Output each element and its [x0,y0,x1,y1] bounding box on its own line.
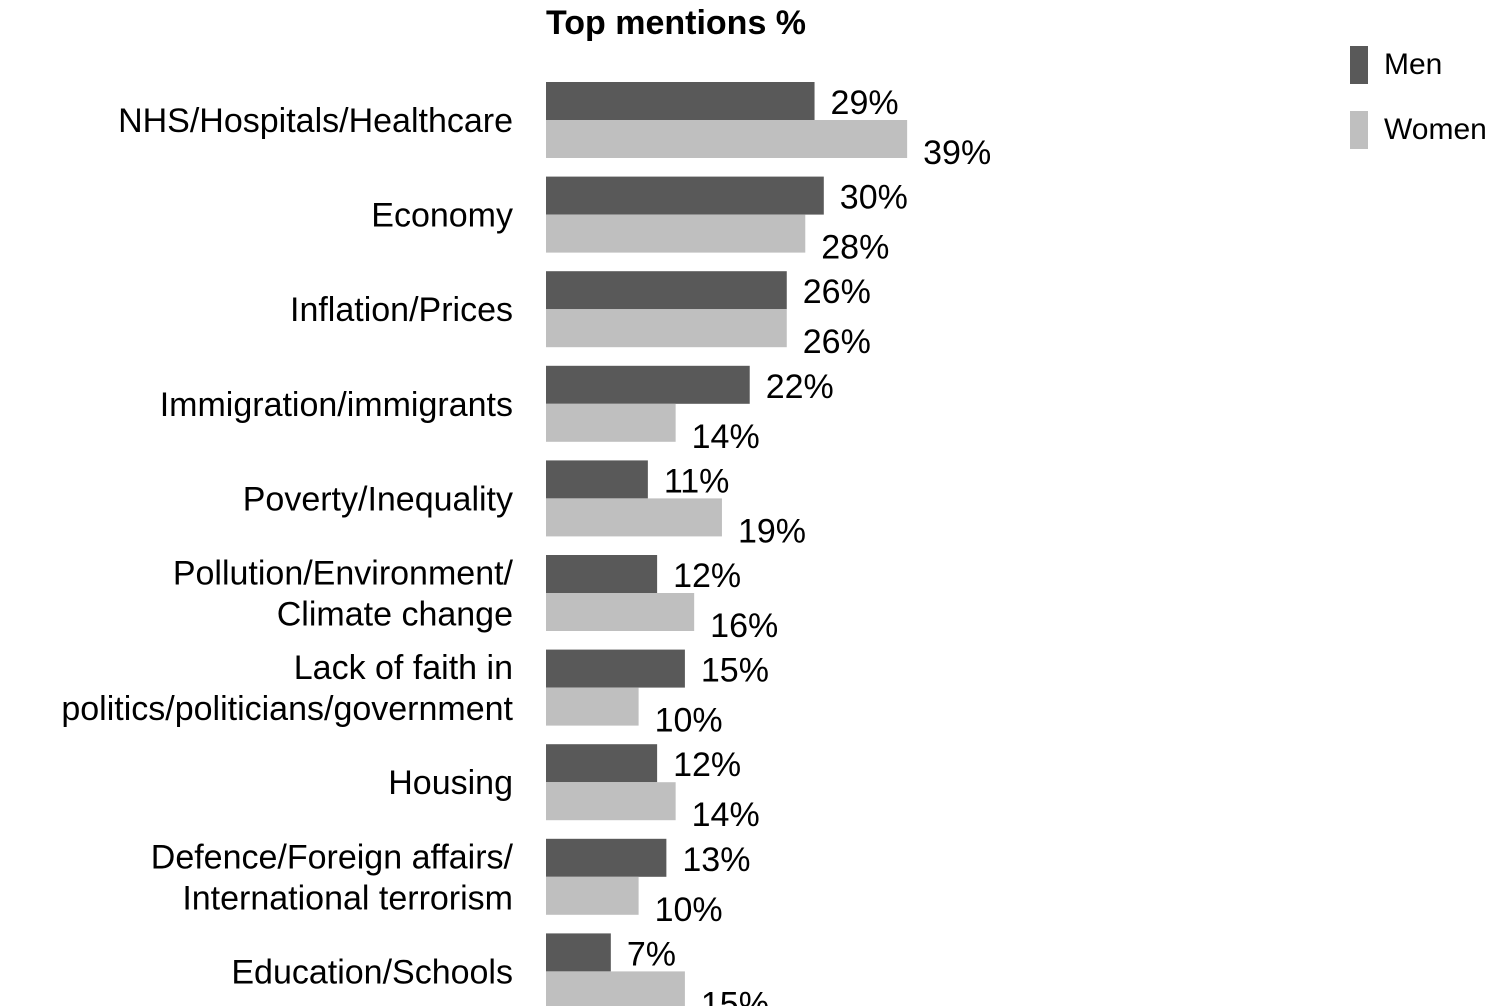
category-label: Education/Schools [231,953,513,991]
value-label-men: 29% [831,84,899,122]
legend-swatch-women [1350,111,1368,149]
legend-swatch-men [1350,46,1368,84]
bar-men [546,933,611,972]
bar-women [546,498,722,537]
bar-women [546,214,806,253]
bar-men [546,460,648,499]
bar-women [546,687,639,726]
bar-men [546,838,667,877]
value-label-men: 13% [682,841,750,879]
value-label-men: 30% [840,179,908,217]
legend-label-men: Men [1384,48,1443,81]
value-label-women: 16% [710,607,778,645]
value-label-women: 19% [738,512,806,550]
value-label-women: 10% [655,702,723,740]
value-label-men: 11% [664,462,730,500]
legend-item-men: Men [1350,46,1442,84]
value-label-women: 26% [803,323,871,361]
bar-women [546,782,676,821]
bar-women [546,309,787,348]
legend-label-women: Women [1384,113,1487,146]
bar-men [546,82,815,120]
value-label-women: 10% [655,891,723,929]
category-label: Inflation/Prices [290,291,513,329]
category-label: NHS/Hospitals/Healthcare [118,102,513,140]
legend-item-women: Women [1350,111,1487,149]
category-label: Defence/Foreign affairs/International te… [151,838,514,917]
value-label-women: 28% [821,229,889,267]
category-label: Pollution/Environment/Climate change [173,555,514,634]
value-label-men: 22% [766,368,834,406]
value-label-women: 39% [923,134,991,172]
category-label: Economy [371,197,513,235]
bar-women [546,593,695,631]
value-label-men: 15% [701,652,769,690]
chart-title: Top mentions % [546,4,807,42]
category-label: Lack of faith in politics/politicians/gov… [61,649,513,728]
value-label-men: 7% [627,935,676,973]
value-label-women: 15% [701,985,769,1006]
bar-men [546,365,750,404]
bar-men [546,555,658,593]
bar-women [546,120,908,158]
bar-men [546,744,658,783]
bar-men [546,271,787,310]
bar-women [546,876,639,915]
category-label: Housing [388,764,513,802]
bar-women [546,403,676,442]
bar-women [546,971,685,1006]
bar-men [546,649,685,688]
value-label-women: 14% [692,418,760,456]
value-label-men: 12% [673,746,741,784]
value-label-men: 12% [673,557,741,595]
value-label-men: 26% [803,273,871,311]
category-label: Immigration/immigrants [160,386,513,424]
value-label-women: 14% [692,796,760,834]
category-label: Poverty/Inequality [243,480,513,518]
bar-men [546,176,824,215]
